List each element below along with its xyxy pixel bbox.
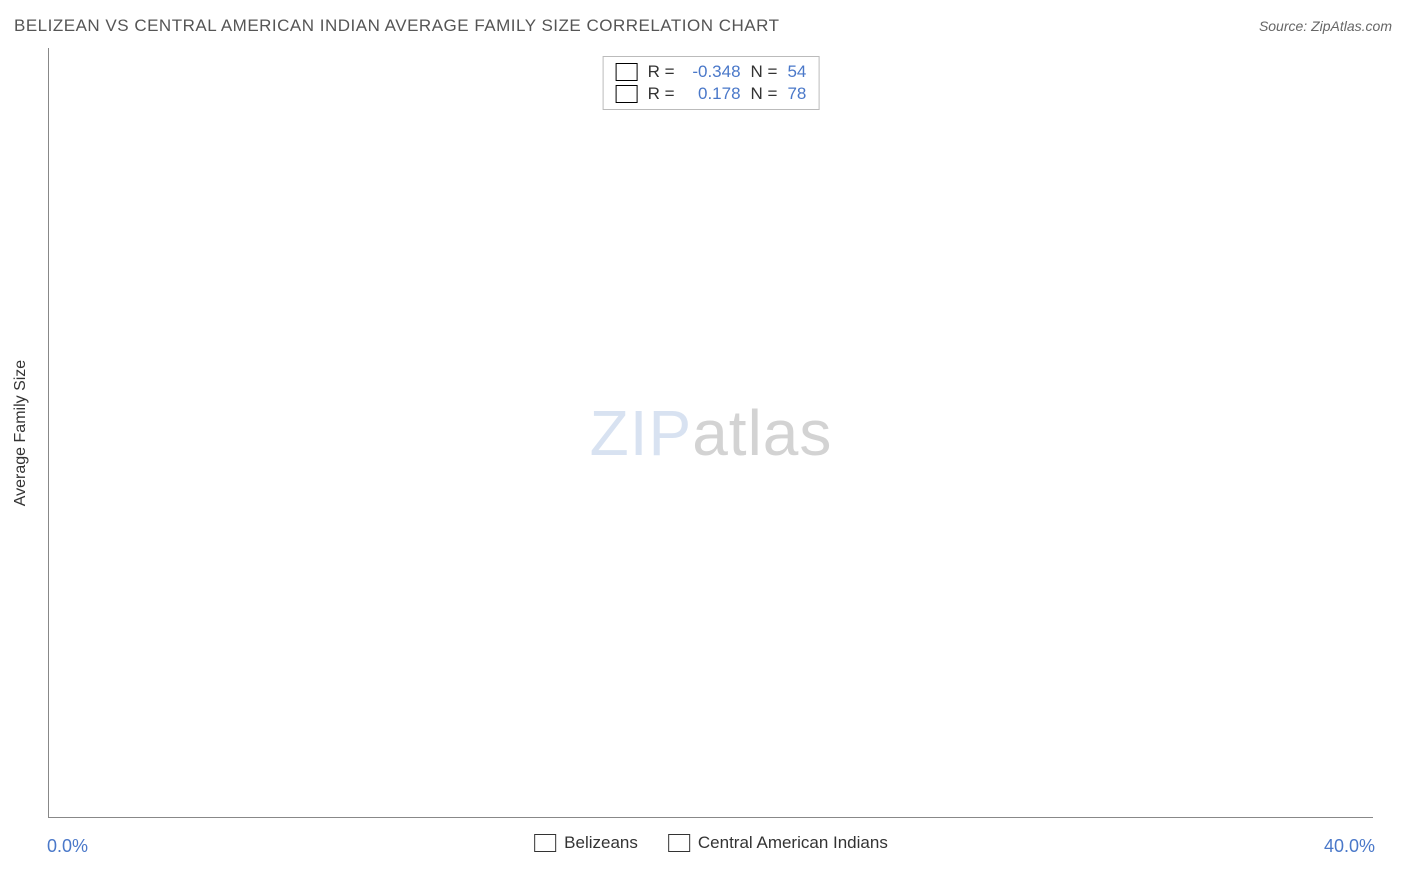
legend-item-blue: Belizeans [534,833,638,853]
blue-n-value: 54 [787,62,806,82]
chart-title: BELIZEAN VS CENTRAL AMERICAN INDIAN AVER… [14,16,779,36]
source-attribution: Source: ZipAtlas.com [1259,18,1392,34]
blue-swatch [616,63,638,81]
blue-r-value: -0.348 [685,62,741,82]
pink-swatch [616,85,638,103]
blue-swatch-icon [534,834,556,852]
n-label: N = [751,84,778,104]
n-label: N = [751,62,778,82]
x-axis-end-label: 40.0% [1324,836,1375,857]
legend-blue-label: Belizeans [564,833,638,853]
r-label: R = [648,62,675,82]
stats-row-blue: R = -0.348 N = 54 [616,61,807,83]
y-axis-title: Average Family Size [12,359,30,505]
legend-item-pink: Central American Indians [668,833,888,853]
pink-n-value: 78 [787,84,806,104]
header-bar: BELIZEAN VS CENTRAL AMERICAN INDIAN AVER… [14,16,1392,36]
stats-row-pink: R = 0.178 N = 78 [616,83,807,105]
x-axis-start-label: 0.0% [47,836,88,857]
plot-area: ZIPatlas R = -0.348 N = 54 R = 0.178 N =… [49,48,1373,817]
bottom-legend: Belizeans Central American Indians [534,833,888,853]
scatter-plot-svg [49,48,1373,817]
r-label: R = [648,84,675,104]
pink-r-value: 0.178 [685,84,741,104]
pink-swatch-icon [668,834,690,852]
chart-frame: Average Family Size ZIPatlas R = -0.348 … [48,48,1373,818]
stats-legend-box: R = -0.348 N = 54 R = 0.178 N = 78 [603,56,820,110]
legend-pink-label: Central American Indians [698,833,888,853]
